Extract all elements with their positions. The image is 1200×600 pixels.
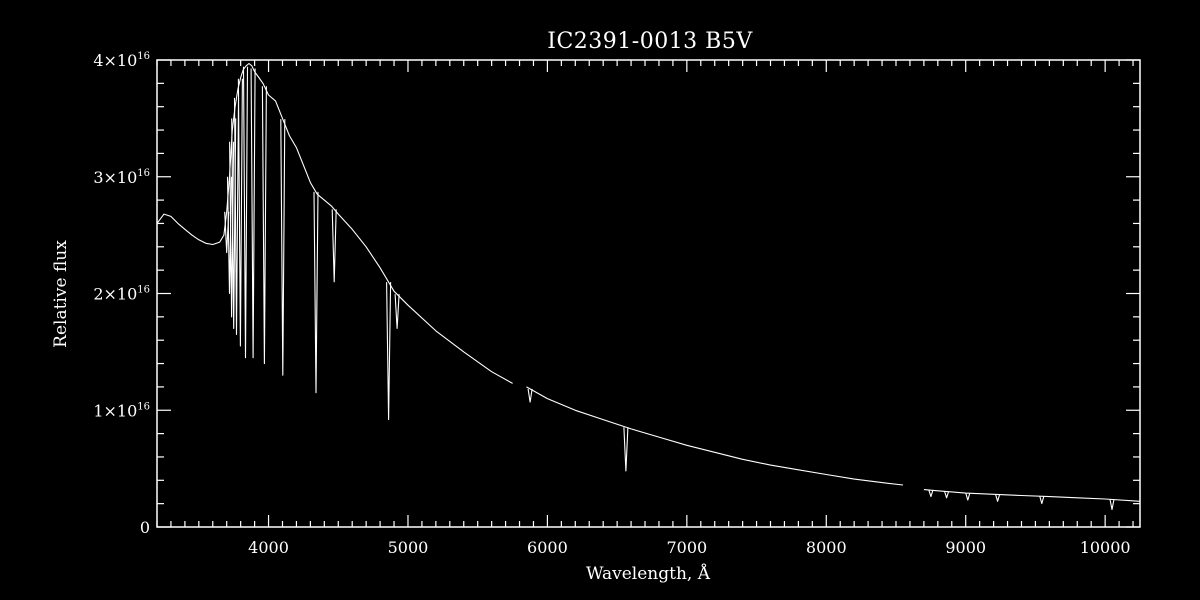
x-tick-label: 9000 — [945, 538, 986, 557]
absorption-line — [965, 493, 971, 501]
absorption-line — [313, 191, 319, 394]
absorption-line — [527, 388, 533, 403]
plot-frame — [156, 59, 1141, 528]
x-tick-label: 10000 — [1080, 538, 1131, 557]
y-tick-labels: 0 1×1016 2×1016 3×1016 4×1016 — [93, 51, 150, 537]
absorption-line — [250, 68, 256, 359]
x-tick-labels: 4000 5000 6000 7000 8000 9000 10000 — [248, 538, 1130, 557]
y-tick-label: 0 — [140, 518, 150, 537]
absorption-line — [233, 97, 240, 335]
absorption-line — [995, 494, 1001, 502]
x-tick-label: 8000 — [806, 538, 847, 557]
absorption-line — [386, 282, 392, 421]
x-tick-label: 5000 — [388, 538, 429, 557]
spectrum-segment — [526, 386, 904, 486]
x-tick-label: 6000 — [527, 538, 568, 557]
y-tick-label: 1×1016 — [93, 401, 150, 420]
absorption-line — [1039, 496, 1045, 505]
absorption-line — [331, 209, 337, 283]
absorption-line — [944, 491, 950, 499]
x-tick-label: 4000 — [248, 538, 289, 557]
x-axis-label: Wavelength, Å — [586, 563, 711, 584]
y-axis-label: Relative flux — [51, 240, 71, 348]
axis-ticks — [156, 59, 1140, 528]
absorption-line — [261, 86, 267, 365]
chart-title: IC2391-0013 B5V — [547, 29, 753, 54]
y-tick-label: 4×1016 — [93, 51, 150, 70]
absorption-line — [623, 427, 629, 472]
absorption-line — [1109, 499, 1115, 511]
absorption-line — [928, 490, 934, 498]
spectrum-segment — [923, 489, 1141, 502]
x-tick-label: 7000 — [666, 538, 707, 557]
absorption-line — [394, 294, 400, 330]
spectrum-segment — [156, 62, 513, 384]
absorption-line — [237, 78, 243, 347]
spectrum-series — [156, 62, 1141, 511]
absorption-line — [242, 66, 249, 359]
y-tick-label: 3×1016 — [93, 168, 150, 187]
absorption-line — [280, 119, 286, 376]
y-tick-label: 2×1016 — [93, 285, 150, 304]
